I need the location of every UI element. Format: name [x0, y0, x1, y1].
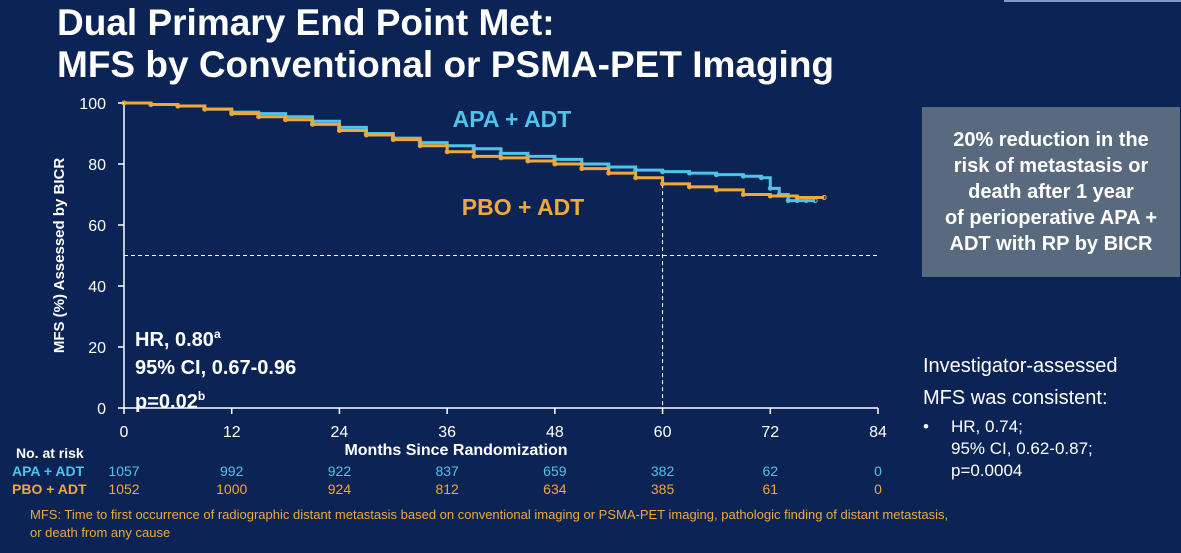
- censor-mark: [525, 158, 531, 164]
- hazard-ratio-box: HR, 0.80a 95% CI, 0.67-0.96 p=0.02b: [135, 320, 296, 416]
- risk-cell: 0: [874, 463, 882, 479]
- x-tick-label: 36: [438, 424, 456, 441]
- risk-cell: 837: [435, 463, 459, 479]
- risk-row-label-pbo: PBO + ADT: [12, 481, 87, 497]
- censor-mark: [390, 137, 396, 143]
- censor-mark: [310, 121, 315, 127]
- risk-cell: 0: [874, 481, 882, 497]
- censor-mark: [758, 175, 764, 181]
- censor-mark: [713, 187, 719, 193]
- censor-mark: [202, 106, 208, 112]
- risk-cell: 922: [327, 463, 352, 479]
- callout-line: 20% reduction in the: [953, 129, 1149, 151]
- risk-cell: 812: [435, 481, 459, 497]
- x-tick-label: 48: [546, 424, 564, 441]
- censor-mark: [767, 185, 773, 191]
- footnote-line-2: or death from any cause: [30, 525, 171, 540]
- hr-superscript: a: [213, 327, 221, 341]
- risk-cell: 62: [762, 463, 779, 479]
- censor-mark: [498, 155, 504, 161]
- hr-value: HR, 0.80: [135, 329, 214, 351]
- risk-table-header: No. at risk: [16, 445, 84, 461]
- callout-line: of perioperative APA +: [944, 207, 1158, 229]
- investigator-ci: 95% CI, 0.62-0.87;: [951, 439, 1093, 458]
- censor-mark: [821, 195, 827, 201]
- x-tick-label: 84: [869, 424, 887, 441]
- censor-mark: [471, 153, 477, 159]
- censor-mark: [660, 169, 666, 175]
- censor-mark: [417, 143, 423, 149]
- censor-mark: [148, 102, 154, 108]
- risk-cell: 61: [762, 481, 779, 497]
- risk-cell: 659: [543, 463, 567, 479]
- investigator-line-1: Investigator-assessed: [923, 355, 1118, 377]
- callout-line: death after 1 year: [968, 181, 1134, 203]
- x-tick-label: 60: [654, 424, 672, 441]
- x-tick-label: 72: [761, 424, 779, 441]
- investigator-hr: HR, 0.74;: [951, 417, 1023, 436]
- risk-cell: 382: [650, 463, 675, 479]
- x-tick-label: 24: [331, 424, 349, 441]
- callout-line: risk of metastasis or: [953, 155, 1149, 177]
- censor-mark: [660, 181, 666, 187]
- censor-mark: [256, 114, 262, 120]
- censor-mark: [283, 117, 289, 123]
- risk-cell: 1052: [108, 481, 140, 497]
- risk-cell: 634: [543, 481, 567, 497]
- apa-series-label: APA + ADT: [453, 106, 572, 132]
- y-tick-label: 80: [88, 157, 106, 174]
- risk-cell: 992: [220, 463, 244, 479]
- investigator-heading: Investigator-assessed MFS was consistent…: [923, 350, 1118, 414]
- y-tick-label: 20: [88, 340, 106, 357]
- pbo-series-label: PBO + ADT: [462, 194, 584, 220]
- title-line-1: Dual Primary End Point Met:: [57, 2, 555, 43]
- censor-mark: [606, 170, 612, 176]
- censor-mark: [740, 173, 746, 179]
- censor-mark: [552, 161, 558, 167]
- y-tick-label: 0: [97, 401, 106, 418]
- censor-mark: [579, 166, 585, 172]
- risk-row-label-apa: APA + ADT: [12, 463, 85, 479]
- footnote: MFS: Time to first occurrence of radiogr…: [30, 506, 1110, 542]
- investigator-p: p=0.0004: [951, 461, 1023, 480]
- callout-line: ADT with RP by BICR: [949, 233, 1153, 255]
- y-axis-label: MFS (%) Assessed by BICR: [51, 158, 68, 353]
- p-value: p=0.02: [135, 391, 198, 413]
- x-axis-label: Months Since Randomization: [344, 442, 567, 459]
- y-tick-label: 60: [88, 218, 106, 235]
- risk-cell: 924: [327, 481, 352, 497]
- risk-cell: 385: [650, 481, 675, 497]
- censor-mark: [175, 103, 181, 109]
- censor-mark: [740, 192, 746, 197]
- y-tick-label: 40: [88, 279, 106, 296]
- footnote-line-1: MFS: Time to first occurrence of radiogr…: [30, 507, 949, 522]
- p-superscript: b: [197, 389, 206, 403]
- page-title: Dual Primary End Point Met: MFS by Conve…: [57, 2, 834, 86]
- censor-mark: [785, 198, 791, 204]
- risk-cell: 1057: [108, 463, 140, 479]
- investigator-line-2: MFS was consistent:: [923, 387, 1108, 409]
- bullet-icon: •: [923, 417, 929, 436]
- censor-mark: [713, 172, 719, 178]
- censor-mark: [633, 175, 639, 181]
- censor-mark: [794, 195, 800, 201]
- title-line-2: MFS by Conventional or PSMA-PET Imaging: [57, 44, 835, 85]
- reduction-callout-box: 20% reduction in the risk of metastasis …: [922, 107, 1180, 277]
- censor-mark: [229, 111, 235, 117]
- censor-mark: [767, 193, 773, 199]
- censor-mark: [687, 170, 692, 176]
- x-tick-label: 0: [120, 424, 129, 441]
- ci-value: 95% CI, 0.67-0.96: [135, 357, 297, 379]
- censor-mark: [336, 127, 342, 133]
- censor-mark: [363, 132, 369, 138]
- corner-accent-bar: [1004, 0, 1181, 2]
- censor-mark: [444, 149, 450, 155]
- risk-cell: 1000: [216, 481, 248, 497]
- y-tick-label: 100: [79, 96, 106, 113]
- censor-mark: [121, 100, 127, 106]
- censor-mark: [687, 184, 692, 190]
- x-tick-label: 12: [223, 424, 241, 441]
